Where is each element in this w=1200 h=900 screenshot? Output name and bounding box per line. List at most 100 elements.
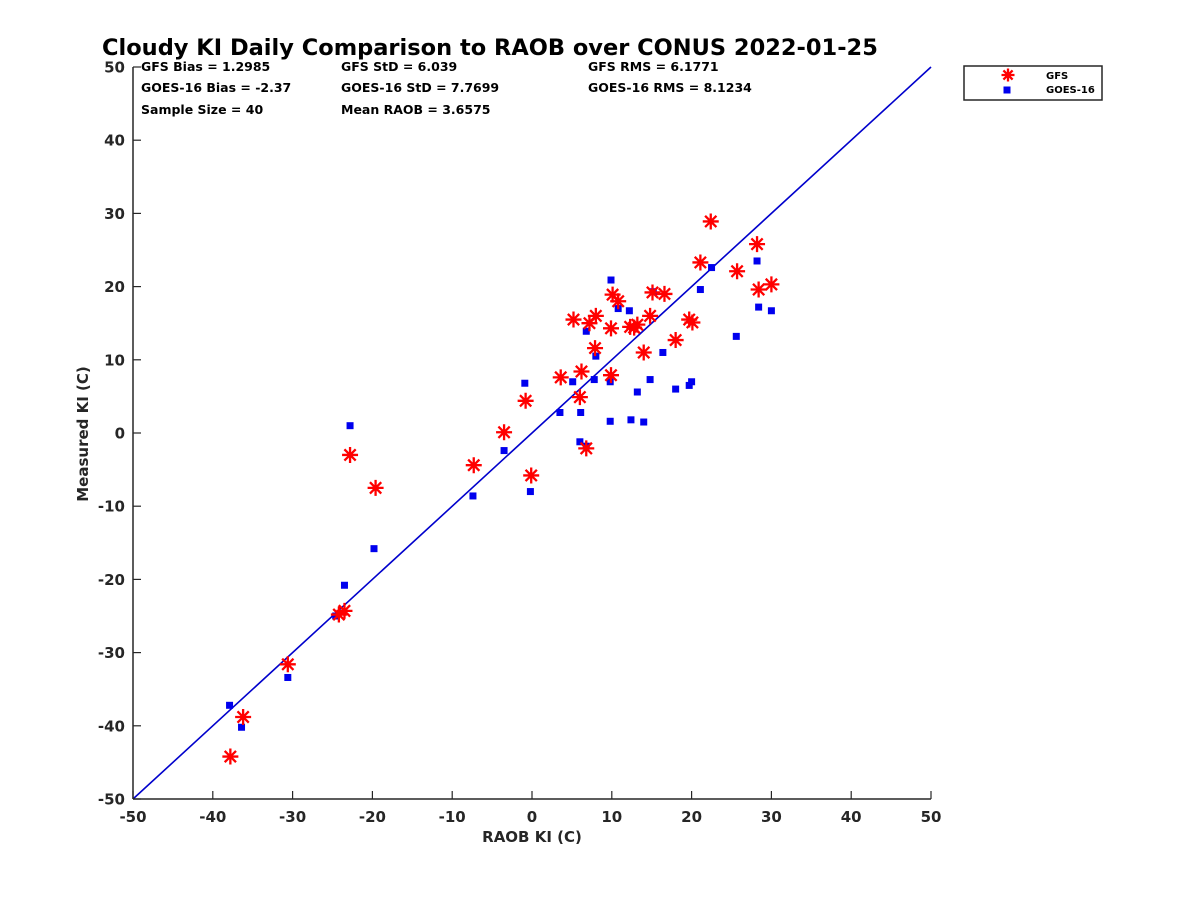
data-point-goes-16: [753, 257, 761, 265]
stats-block: GFS Bias = 1.2985 GFS StD = 6.039 GFS RMS …: [141, 59, 752, 117]
data-point-gfs-strokes: [552, 369, 569, 386]
data-point-gfs: [552, 369, 569, 386]
data-point-gfs-strokes: [635, 344, 652, 361]
x-tick-label: 50: [921, 808, 942, 826]
axes: [132, 66, 932, 800]
y-tick-label: 30: [104, 205, 125, 223]
data-point-gfs-strokes: [642, 307, 659, 324]
data-point-gfs: [610, 293, 627, 310]
data-point-gfs-strokes: [702, 213, 719, 230]
y-tick-label: -50: [98, 791, 125, 809]
y-axis-label: Measured KI (C): [74, 366, 92, 502]
data-point-gfs-strokes: [573, 363, 590, 380]
data-point-goes-16: [577, 409, 585, 417]
data-point-goes-16: [696, 286, 704, 294]
x-tick-labels: -50 -40 -30 -20 -10 0 10 20 30 40 50: [119, 808, 941, 826]
stat-text: GOES-16 StD = 7.7699: [341, 80, 499, 95]
x-tick-label: 10: [601, 808, 622, 826]
x-tick-label: -10: [439, 808, 466, 826]
stat-text: GFS Bias = 1.2985: [141, 59, 270, 74]
stat-text: GOES-16 RMS = 8.1234: [588, 80, 752, 95]
data-point-gfs: [465, 457, 482, 474]
data-point-goes-16: [556, 409, 564, 417]
data-point-gfs: [336, 602, 353, 619]
x-tick-label: -20: [359, 808, 386, 826]
data-point-goes-16: [625, 307, 633, 315]
legend-box: [963, 65, 1103, 101]
data-point-gfs-strokes: [565, 311, 582, 328]
data-point-goes-16: [238, 723, 246, 731]
data-point-gfs: [571, 389, 588, 406]
data-point-goes-16: [646, 376, 654, 384]
data-point-gfs: [603, 367, 619, 384]
data-point-gfs: [642, 307, 659, 324]
data-point-goes-16: [569, 378, 577, 386]
data-point-goes-16: [607, 276, 615, 284]
data-point-gfs: [565, 311, 582, 328]
data-point-gfs: [496, 424, 513, 441]
data-point-gfs-strokes: [578, 440, 595, 457]
reference-line-layer: [132, 66, 932, 800]
data-point-goes-16: [767, 307, 775, 315]
data-point-gfs-strokes: [279, 656, 296, 673]
y-tick-label: 40: [104, 132, 125, 150]
data-point-gfs: [656, 285, 673, 302]
data-point-goes-16: [370, 545, 378, 553]
data-point-gfs-strokes: [330, 606, 347, 623]
data-point-gfs: [635, 344, 652, 361]
data-point-gfs: [517, 392, 534, 409]
data-point-goes-16: [606, 417, 614, 425]
data-point-gfs: [330, 606, 347, 623]
data-point-gfs-strokes: [644, 284, 661, 301]
data-point-gfs: [749, 236, 766, 253]
data-point-goes-16: [685, 381, 693, 389]
stat-text: GFS RMS = 6.1771: [588, 59, 719, 74]
data-point-gfs-strokes: [587, 340, 604, 357]
data-point-goes-16: [755, 303, 763, 311]
data-point-goes-16: [708, 264, 716, 272]
data-point-goes-16: [332, 612, 340, 620]
data-point-gfs-strokes: [465, 457, 482, 474]
x-tick-label: -50: [119, 808, 146, 826]
data-point-goes-16: [576, 438, 584, 446]
data-point-goes-16: [469, 492, 477, 500]
data-point-gfs: [222, 748, 239, 765]
data-point-gfs: [523, 467, 540, 484]
one-to-one-line: [132, 66, 932, 800]
data-point-gfs: [692, 254, 709, 271]
y-tick-label: 10: [104, 351, 125, 369]
data-point-gfs-strokes: [684, 314, 701, 331]
data-point-goes-16: [627, 416, 635, 424]
data-point-gfs-strokes: [692, 254, 709, 271]
legend-label-goes16: GOES-16: [1046, 85, 1095, 96]
data-point-goes-16: [732, 332, 740, 340]
data-point-goes-16: [346, 422, 354, 430]
data-point-goes-16: [526, 488, 534, 496]
series-gfs: [222, 213, 780, 765]
data-point-gfs-strokes: [749, 236, 766, 253]
data-point-gfs-strokes: [603, 367, 619, 384]
stat-text: GOES-16 Bias = -2.37: [141, 80, 291, 95]
data-point-gfs-strokes: [235, 709, 252, 726]
data-point-goes-16: [640, 418, 648, 426]
data-point-goes-16: [582, 327, 590, 335]
legend-marker-gfs: [1001, 68, 1015, 82]
data-point-gfs-strokes: [604, 286, 621, 303]
data-point-goes-16: [688, 378, 696, 386]
data-point-goes-16: [226, 701, 234, 709]
data-point-gfs: [587, 307, 604, 324]
data-point-gfs-strokes: [336, 602, 353, 619]
data-point-goes-16: [592, 352, 600, 360]
data-point-goes-16: [590, 376, 598, 384]
y-tick-labels: -50 -40 -30 -20 -10 0 10 20 30 40 50: [98, 59, 125, 809]
data-point-gfs: [367, 479, 384, 496]
y-tick-label: -10: [98, 498, 125, 516]
data-point-gfs: [684, 314, 701, 331]
chart-title: Cloudy KI Daily Comparison to RAOB over …: [102, 35, 878, 61]
data-point-gfs: [763, 276, 780, 293]
x-tick-label: -40: [199, 808, 226, 826]
data-point-gfs-strokes: [763, 276, 780, 293]
data-point-gfs-strokes: [610, 293, 627, 310]
data-point-gfs: [750, 281, 767, 298]
